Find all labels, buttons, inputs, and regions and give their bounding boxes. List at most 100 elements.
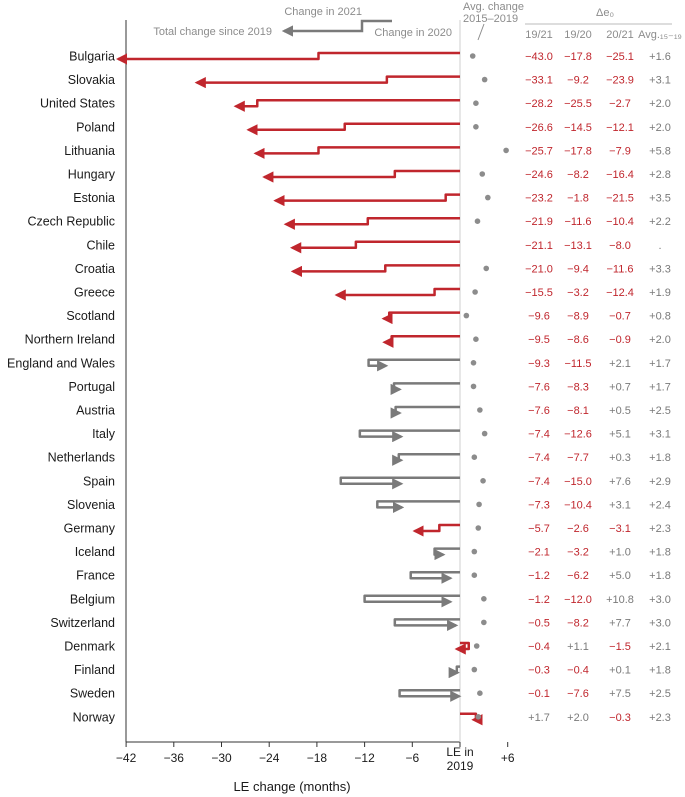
value-19-21: −9.6 (528, 311, 550, 323)
avg-change-dot (485, 194, 491, 201)
value-20-21: −12.1 (606, 122, 634, 134)
avg-change-dot (476, 501, 482, 508)
col-header-19-21: 19/21 (525, 29, 553, 41)
x-tick-label: −18 (307, 751, 328, 765)
change-arrow (233, 98, 460, 112)
legend: Change in 2021 Total change since 2019 C… (153, 6, 452, 39)
country-label: Slovakia (68, 73, 115, 87)
value-20-21: −8.0 (609, 240, 631, 252)
value-19-20: −8.3 (567, 381, 589, 393)
country-label: Finland (74, 663, 115, 677)
value-20-21: +5.0 (609, 570, 631, 582)
value-19-20: −8.2 (567, 169, 589, 181)
value-20-21: −25.1 (606, 51, 634, 63)
value-19-20: −9.2 (567, 75, 589, 87)
value-20-21: +0.1 (609, 665, 631, 677)
value-19-20: −3.2 (567, 547, 589, 559)
avg-header-line1: Avg. change (463, 1, 524, 13)
avg-change-dot (481, 596, 487, 602)
change-arrow (283, 216, 460, 230)
col-header-avg: Avg.₁₅₋₁₉ (638, 29, 682, 41)
value-avg: +2.3 (649, 712, 671, 724)
country-row: Austria −7.6 −8.1 +0.5 +2.5 (76, 404, 671, 419)
value-19-21: −0.1 (528, 688, 550, 700)
change-arrow (262, 169, 460, 183)
value-19-21: −21.1 (525, 240, 553, 252)
value-19-20: −7.6 (567, 688, 589, 700)
value-avg: +2.1 (649, 641, 671, 653)
value-19-20: −11.5 (564, 358, 591, 370)
value-20-21: +0.7 (609, 381, 631, 393)
value-19-21: −28.2 (525, 98, 553, 110)
value-19-20: −8.2 (567, 617, 589, 629)
country-label: Netherlands (48, 451, 115, 465)
avg-change-dot (480, 478, 486, 484)
country-row: Czech Republic −21.9 −11.6 −10.4 +2.2 (27, 215, 671, 230)
value-19-21: +1.7 (528, 712, 550, 724)
value-20-21: +7.6 (609, 476, 631, 488)
country-row: Slovakia −33.1 −9.2 −23.9 +3.1 (68, 73, 671, 89)
value-19-20: −15.0 (564, 476, 592, 488)
avg-change-dot (473, 124, 479, 130)
country-label: Norway (73, 710, 116, 724)
x-tick-label: −24 (259, 751, 280, 765)
avg-change-dot (470, 383, 477, 390)
value-avg: +3.1 (649, 429, 671, 441)
zero-tick-label-line2: 2019 (447, 759, 474, 773)
avg-change-dot (471, 548, 478, 555)
value-avg: +2.3 (649, 523, 671, 535)
value-avg: +1.6 (649, 51, 671, 63)
value-20-21: −0.9 (609, 334, 631, 346)
value-19-20: +2.0 (567, 712, 589, 724)
value-avg: +1.8 (649, 665, 671, 677)
value-20-21: −0.3 (609, 712, 631, 724)
value-19-20: +1.1 (567, 641, 589, 653)
value-19-20: −10.4 (564, 499, 592, 511)
value-avg: . (658, 240, 661, 252)
x-tick-label: −42 (116, 751, 137, 765)
avg-change-dot (471, 666, 478, 673)
x-tick-label: −12 (354, 751, 375, 765)
country-row: Belgium −1.2 −12.0 +10.8 +3.0 (70, 592, 671, 608)
value-19-21: −7.4 (528, 429, 550, 441)
country-row: Greece −15.5 −3.2 −12.4 +1.9 (74, 286, 671, 301)
value-19-21: −9.5 (528, 334, 550, 346)
value-19-20: −12.6 (564, 429, 592, 441)
country-row: Denmark −0.4 +1.1 −1.5 +2.1 (64, 640, 671, 655)
change-arrow (246, 122, 460, 136)
value-19-21: −7.4 (528, 476, 550, 488)
country-label: Germany (64, 522, 116, 536)
avg-change-dot (469, 53, 476, 59)
country-row: Chile −21.1 −13.1 −8.0. (87, 238, 662, 254)
value-avg: +3.5 (649, 193, 671, 205)
col-header-20-21: 20/21 (606, 29, 634, 41)
value-19-20: −7.7 (567, 452, 589, 464)
country-label: Croatia (75, 262, 115, 276)
avg-change-dot (471, 572, 478, 578)
country-label: Greece (74, 286, 115, 300)
country-row: Slovenia −7.3 −10.4 +3.1 +2.4 (67, 498, 671, 514)
x-tick-label: −36 (164, 751, 185, 765)
value-20-21: −11.6 (606, 263, 633, 275)
value-20-21: −21.5 (606, 193, 634, 205)
avg-change-dot (481, 76, 488, 83)
value-19-21: −24.6 (525, 169, 553, 181)
change-arrow (115, 51, 460, 65)
avg-header-pointer (477, 23, 485, 41)
country-label: England and Wales (7, 356, 115, 370)
value-20-21: −23.9 (606, 75, 634, 87)
change-arrow (460, 712, 483, 726)
value-19-21: −7.6 (528, 381, 550, 393)
country-label: Slovenia (67, 498, 115, 512)
country-row: England and Wales −9.3 −11.5 +2.1 +1.7 (7, 356, 671, 372)
value-19-21: −2.1 (528, 547, 550, 559)
value-19-21: −1.2 (528, 594, 550, 606)
country-row: Norway +1.7 +2.0 −0.3 +2.3 (73, 710, 671, 726)
value-20-21: −10.4 (606, 216, 634, 228)
value-avg: +2.9 (649, 476, 671, 488)
avg-change-dot (477, 407, 483, 413)
value-avg: +2.5 (649, 405, 671, 417)
x-ticks: −42 −36 −30 −24 −18 −12 −6 +6 (116, 742, 515, 765)
value-avg: +1.8 (649, 547, 671, 559)
value-avg: +3.3 (649, 263, 671, 275)
